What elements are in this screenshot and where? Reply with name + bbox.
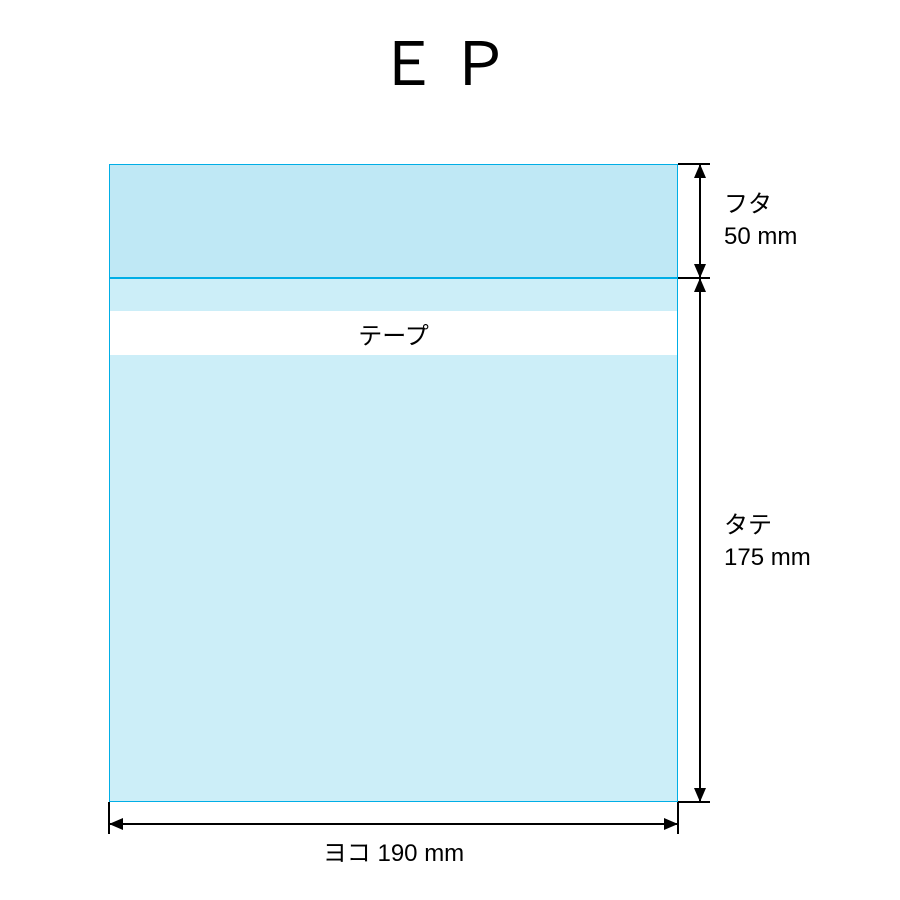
flap-dim-label: フタ 50 mm	[724, 189, 797, 254]
tape-label: テープ	[358, 316, 429, 351]
width-dim-text: ヨコ 190 mm	[323, 840, 464, 867]
height-dim-arrow-down	[694, 788, 706, 802]
width-dim-label: ヨコ 190 mm	[0, 838, 787, 870]
height-dim-text: タテ 175 mm	[724, 512, 811, 571]
diagram-canvas: ＥＰ テープ フタ 50 mm タテ 175 mm ヨコ 190 mm	[0, 0, 900, 900]
flap-dim-arrow-up	[694, 164, 706, 178]
height-dim-line	[699, 278, 701, 802]
width-dim-line	[109, 823, 678, 825]
tape-strip: テープ	[110, 311, 677, 355]
width-dim-arrow-left	[109, 818, 123, 830]
width-dim-arrow-right	[664, 818, 678, 830]
flap-dim-text-1: フタ 50 mm	[724, 191, 797, 250]
height-dim-label: タテ 175 mm	[724, 510, 811, 575]
diagram-title: ＥＰ	[0, 16, 900, 103]
flap-dim-arrow-down	[694, 264, 706, 278]
body-rect	[109, 278, 678, 802]
flap-rect	[109, 164, 678, 278]
height-dim-arrow-up	[694, 278, 706, 292]
flap-dim-line	[699, 164, 701, 278]
